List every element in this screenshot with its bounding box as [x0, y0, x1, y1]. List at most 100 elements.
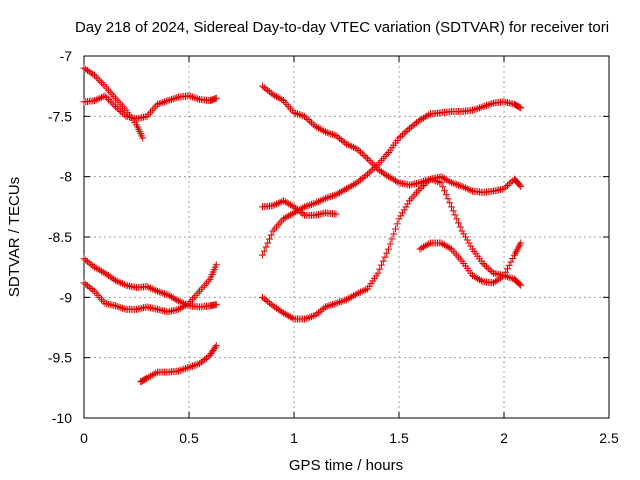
data-point: [322, 128, 329, 136]
data-point: [89, 70, 97, 78]
data-point: [264, 239, 272, 247]
data-point: [288, 314, 296, 322]
data-point: [346, 142, 354, 150]
data-point: [446, 199, 454, 207]
data-point: [178, 366, 186, 374]
data-point: [192, 94, 200, 102]
data-point: [397, 212, 405, 220]
data-point: [162, 97, 170, 105]
data-point: [112, 302, 119, 310]
data-point: [462, 184, 469, 192]
data-point: [301, 203, 308, 211]
data-point: [329, 301, 336, 309]
data-point: [385, 245, 392, 253]
data-point: [357, 148, 364, 156]
data-point: [117, 304, 125, 312]
data-point: [154, 287, 161, 295]
data-point: [96, 94, 104, 102]
data-point: [509, 255, 517, 263]
data-point: [212, 261, 220, 269]
data-point: [322, 303, 329, 311]
data-point: [157, 99, 165, 107]
data-point: [386, 240, 394, 248]
data-point: [479, 260, 487, 268]
data-point: [460, 183, 468, 191]
data-point: [212, 342, 220, 350]
data-point: [369, 165, 377, 173]
data-point: [486, 266, 494, 274]
data-point: [367, 158, 375, 166]
data-point: [362, 153, 370, 161]
data-point: [357, 288, 364, 296]
data-point: [306, 313, 314, 321]
data-point: [304, 116, 312, 124]
data-point: [446, 244, 454, 252]
data-point: [171, 94, 179, 102]
data-point: [451, 180, 459, 188]
data-point: [350, 143, 357, 151]
data-point: [304, 314, 312, 322]
data-point: [402, 128, 410, 136]
data-point: [441, 187, 448, 195]
data-point: [94, 75, 102, 83]
data-point: [460, 230, 468, 238]
data-point: [162, 290, 170, 298]
data-point: [301, 112, 308, 120]
data-point: [486, 100, 494, 108]
data-point: [351, 291, 359, 299]
data-point: [157, 289, 165, 297]
data-point: [329, 192, 336, 200]
data-point: [327, 193, 335, 201]
data-point: [259, 251, 266, 259]
data-point: [343, 140, 350, 148]
data-series: [80, 92, 220, 123]
data-point: [189, 93, 196, 101]
data-point: [465, 186, 473, 194]
data-point: [290, 109, 298, 117]
data-point: [442, 191, 450, 199]
y-axis-label: SDTVAR / TECUs: [6, 177, 23, 297]
data-series: [259, 175, 525, 323]
data-point: [498, 273, 506, 281]
data-point: [94, 95, 102, 103]
data-series: [80, 261, 220, 316]
data-point: [175, 297, 182, 305]
data-point: [400, 129, 408, 137]
data-point: [339, 297, 347, 305]
data-point: [434, 177, 441, 185]
data-point: [212, 301, 220, 309]
data-point: [364, 170, 371, 178]
data-point: [155, 288, 163, 296]
x-tick-label: 2.5: [599, 430, 619, 446]
data-point: [91, 97, 98, 105]
data-point: [458, 182, 466, 190]
data-point: [152, 286, 160, 294]
data-point: [115, 278, 123, 286]
data-point: [262, 243, 270, 251]
data-point: [448, 203, 455, 211]
data-point: [276, 198, 284, 206]
data-point: [425, 111, 433, 119]
data-point: [190, 94, 198, 102]
data-point: [507, 178, 515, 186]
data-series: [80, 64, 147, 142]
data-point: [502, 268, 510, 276]
y-tick-labels: -10 -9.5 -9 -8.5 -8 -7.5 -7: [48, 48, 72, 426]
data-point: [449, 207, 457, 215]
data-point: [348, 143, 356, 150]
data-point: [330, 300, 338, 308]
data-point: [150, 286, 158, 294]
data-point: [374, 269, 382, 277]
data-point: [332, 210, 340, 218]
data-point: [183, 364, 191, 372]
data-point: [517, 104, 525, 112]
data-point: [308, 313, 315, 321]
data-point: [89, 286, 97, 294]
data-point: [484, 101, 492, 109]
data-point: [185, 363, 193, 371]
data-series: [259, 98, 525, 259]
data-point: [504, 265, 511, 273]
data-point: [154, 100, 161, 108]
data-point: [112, 276, 119, 284]
data-point: [99, 80, 107, 88]
